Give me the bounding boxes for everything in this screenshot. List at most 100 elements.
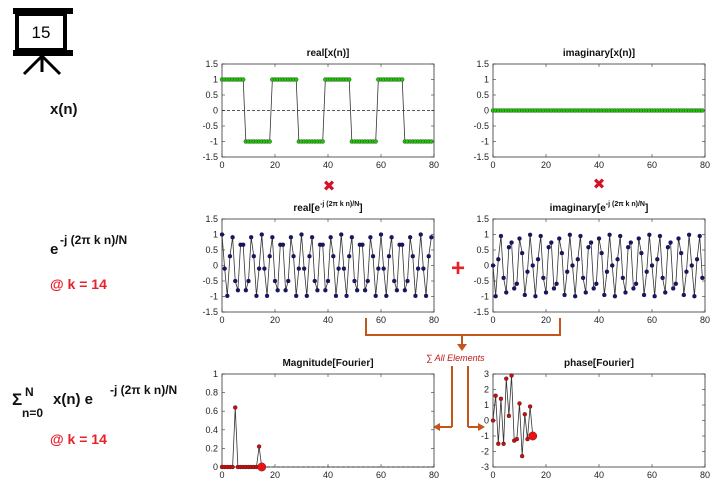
data-point	[267, 254, 272, 259]
data-point	[686, 232, 692, 237]
data-point	[549, 240, 554, 245]
data-point	[286, 278, 291, 284]
x-tick-label: 40	[594, 470, 604, 480]
plot-frame	[221, 218, 435, 313]
x-tick-label: 0	[490, 470, 495, 480]
data-point	[512, 286, 517, 291]
data-point	[384, 293, 389, 299]
data-point	[373, 139, 378, 144]
sum-upper-limit: N	[25, 385, 34, 399]
plot-frame	[492, 373, 706, 468]
data-point	[272, 278, 278, 284]
data-point	[588, 240, 594, 245]
kernel-label-base: e	[50, 241, 58, 258]
data-point	[530, 263, 535, 268]
x-tick-label: 20	[541, 160, 551, 170]
data-point	[344, 293, 349, 299]
data-point	[528, 431, 538, 441]
data-point	[230, 464, 235, 470]
data-point	[543, 290, 549, 295]
data-point	[429, 235, 434, 240]
x-tick-label: 20	[270, 160, 280, 170]
data-point	[259, 232, 264, 237]
data-point	[352, 278, 357, 284]
y-tick-label: 0.8	[205, 388, 218, 398]
data-point	[225, 293, 230, 299]
magnitude-chart: Magnitude[Fourier] 1 0.8 0.6 0.4 0.2 00 20 40 60 8…	[205, 358, 439, 480]
data-point	[323, 288, 328, 293]
x-tick-label: 20	[541, 470, 551, 480]
data-point	[520, 453, 525, 459]
sum-exponent: -j (2π k n)/N	[110, 383, 177, 397]
data-point	[575, 257, 580, 262]
plot-frame	[221, 373, 435, 468]
y-tick-label: -1	[210, 137, 218, 147]
x-tick-label: 60	[647, 470, 657, 480]
data-point	[490, 263, 496, 268]
data-point	[423, 293, 429, 299]
data-point	[336, 266, 341, 271]
x-tick-label: 0	[490, 160, 495, 170]
data-point	[594, 281, 599, 286]
data-point	[535, 257, 541, 262]
y-tick-label: -3	[481, 462, 489, 472]
x-tick-label: 0	[490, 315, 495, 325]
data-point	[429, 139, 434, 144]
data-point	[612, 294, 618, 299]
y-tick-label: -1	[210, 292, 218, 302]
data-point	[368, 235, 373, 240]
data-point	[615, 257, 620, 262]
data-point	[325, 278, 331, 284]
data-point	[339, 232, 344, 237]
data-point	[506, 245, 512, 250]
data-point	[370, 254, 376, 259]
data-point	[681, 292, 686, 298]
data-point	[700, 275, 705, 281]
data-point	[402, 288, 408, 293]
y-tick-label: -0.5	[202, 121, 218, 131]
data-point	[636, 236, 641, 241]
data-point	[394, 288, 400, 293]
data-point	[331, 254, 336, 259]
y-tick-label: -1.5	[202, 307, 218, 317]
chart-title: real[e-j (2π k n)/N]	[293, 201, 362, 214]
y-tick-label: 1.5	[205, 214, 218, 224]
data-point	[525, 436, 530, 442]
x-tick-label: 80	[429, 470, 439, 480]
data-point	[533, 294, 538, 299]
data-point	[392, 278, 397, 284]
x-tick-label: 80	[700, 160, 710, 170]
data-point	[320, 242, 325, 247]
data-point	[580, 275, 586, 281]
data-point	[522, 412, 527, 417]
data-point	[694, 257, 700, 262]
data-point	[254, 293, 259, 299]
slide-number-badge: 15	[13, 8, 73, 76]
data-point	[267, 139, 272, 144]
y-tick-label: 1	[484, 400, 489, 410]
data-point	[692, 294, 697, 299]
data-point	[241, 77, 246, 82]
y-tick-label: -1	[481, 137, 489, 147]
data-point	[400, 242, 405, 247]
x-tick-label: 40	[594, 315, 604, 325]
data-point	[349, 235, 355, 240]
data-point	[257, 462, 267, 472]
data-point	[689, 263, 694, 268]
y-tick-label: -2	[481, 447, 489, 457]
data-point	[604, 269, 610, 274]
data-point	[262, 266, 267, 271]
real-x-chart: real[x(n)]1.510.50-0.5-1-1.50 20 40 60 80	[202, 48, 439, 170]
data-point	[541, 275, 546, 281]
y-tick-label: -1.5	[473, 307, 489, 317]
data-point	[538, 233, 543, 239]
imag-kernel-chart: imaginary[e-j (2π k n)/N] 1.5 1 0.5 0 -0.5 -1 -…	[473, 201, 710, 325]
data-point	[641, 292, 647, 298]
data-point	[626, 245, 631, 250]
y-tick-label: 0.5	[476, 90, 489, 100]
data-point	[610, 263, 615, 268]
data-point	[522, 292, 527, 298]
data-point	[256, 444, 262, 449]
data-point	[490, 418, 496, 423]
data-point	[557, 236, 562, 241]
